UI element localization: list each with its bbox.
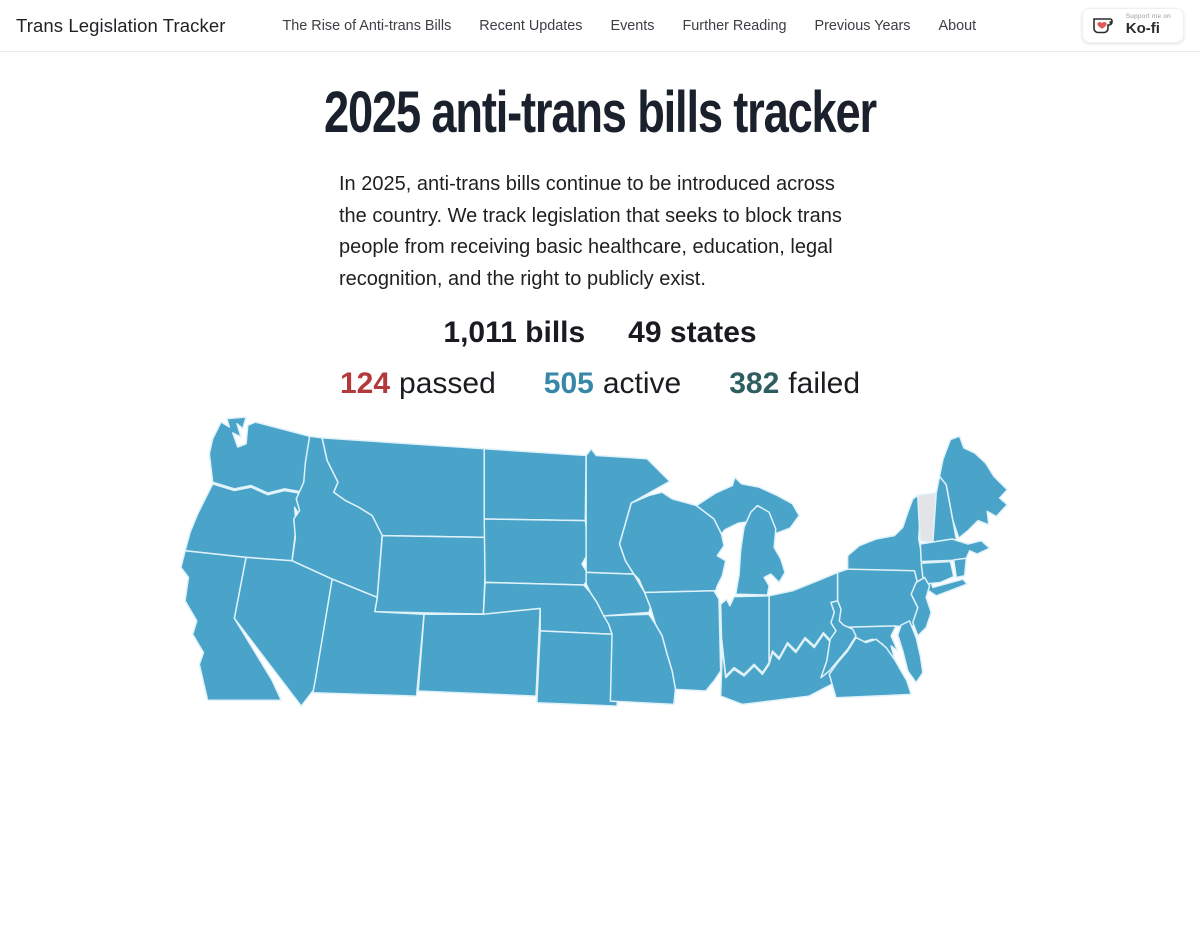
kofi-brand-text: Ko-fi xyxy=(1125,20,1160,38)
state-pennsylvania[interactable] xyxy=(836,564,922,629)
hero-section: 2025 anti-trans bills tracker In 2025, a… xyxy=(0,79,1200,401)
state-indiana[interactable] xyxy=(719,595,770,677)
state-california[interactable] xyxy=(180,549,282,701)
state-wisconsin[interactable] xyxy=(618,491,727,594)
stat-passed: 124 passed xyxy=(339,367,496,400)
stat-failed: 382 failed xyxy=(729,367,861,400)
nav-item-rise-of-anti-trans-bills[interactable]: The Rise of Anti-trans Bills xyxy=(282,17,452,34)
page-title: 2025 anti-trans bills tracker xyxy=(324,80,877,145)
kofi-cup-icon xyxy=(1092,15,1119,36)
nav-item-events[interactable]: Events xyxy=(610,17,655,34)
state-maine[interactable] xyxy=(938,435,1008,539)
status-row: 124 passed 505 active 382 failed xyxy=(0,367,1200,401)
nav-item-about[interactable]: About xyxy=(938,17,977,34)
state-new-jersey[interactable] xyxy=(910,576,932,637)
totals-row: 1,011 bills 49 states xyxy=(0,316,1200,350)
site-logo[interactable]: Trans Legislation Tracker xyxy=(16,14,226,36)
state-rhode-island[interactable] xyxy=(953,557,968,579)
state-vermont[interactable] xyxy=(917,492,937,544)
us-states-svg[interactable] xyxy=(174,412,1010,930)
nav-item-further-reading[interactable]: Further Reading xyxy=(682,17,787,34)
stat-active: 505 active xyxy=(543,367,682,400)
state-west-virginia[interactable] xyxy=(820,600,857,679)
state-delaware-delmarva[interactable] xyxy=(897,620,924,684)
state-michigan-upper-peninsula[interactable] xyxy=(695,476,800,535)
state-michigan[interactable] xyxy=(734,504,786,596)
state-iowa[interactable] xyxy=(585,571,652,617)
nav-item-previous-years[interactable]: Previous Years xyxy=(814,17,911,34)
state-north-dakota[interactable] xyxy=(483,448,587,522)
main-nav: The Rise of Anti-trans Bills Recent Upda… xyxy=(283,18,977,34)
nav-item-recent-updates[interactable]: Recent Updates xyxy=(479,17,583,34)
kofi-support-button[interactable]: Support me on Ko-fi xyxy=(1081,8,1184,43)
state-massachusetts[interactable] xyxy=(919,538,991,563)
site-header: Trans Legislation Tracker The Rise of An… xyxy=(0,0,1200,52)
intro-paragraph: In 2025, anti-trans bills continue to be… xyxy=(339,173,842,290)
us-map[interactable] xyxy=(174,412,1010,930)
kofi-support-text: Support me on xyxy=(1125,13,1171,21)
state-kansas[interactable] xyxy=(536,630,622,707)
state-colorado[interactable] xyxy=(417,607,541,697)
state-south-dakota[interactable] xyxy=(483,518,592,586)
state-washington[interactable] xyxy=(208,416,311,494)
stat-total-states: 49 states xyxy=(628,316,757,349)
stat-total-bills: 1,011 bills xyxy=(443,316,586,349)
state-oregon[interactable] xyxy=(184,483,305,562)
state-wyoming[interactable] xyxy=(374,534,488,615)
